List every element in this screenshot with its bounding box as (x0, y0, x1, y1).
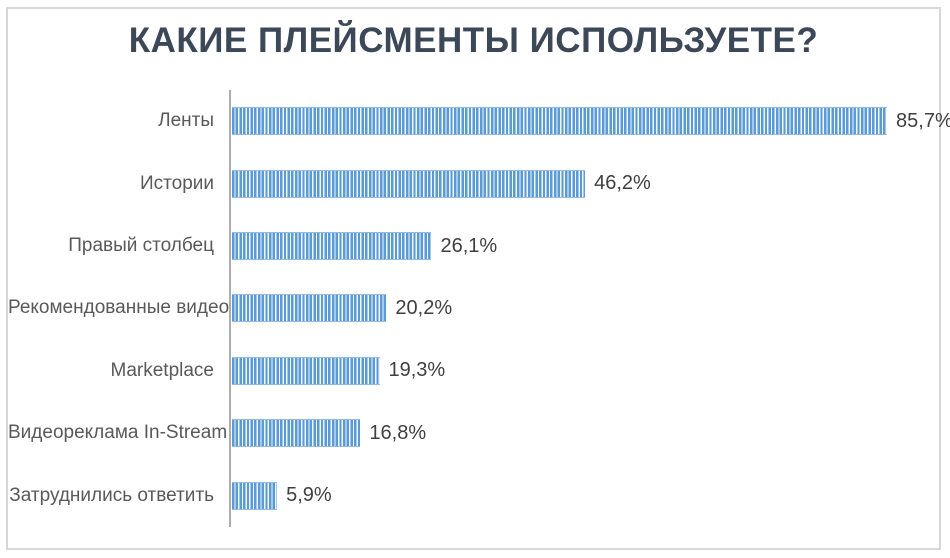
bar-zone: 5,9% (232, 481, 939, 510)
bar (232, 107, 888, 136)
bar-row: Рекомендованные видео 20,2% (8, 277, 939, 339)
bar (232, 294, 387, 323)
category-label: Рекомендованные видео (8, 297, 230, 319)
value-label: 20,2% (395, 296, 453, 319)
value-label: 26,1% (440, 234, 498, 257)
bar-row: Правый столбец 26,1% (8, 215, 939, 277)
bar (232, 419, 361, 448)
bar-row: Затруднились ответить 5,9% (8, 465, 939, 527)
category-label: Ленты (158, 110, 214, 132)
category-label: Затруднились ответить (9, 484, 214, 506)
bar-row: Видеореклама In-Stream 16,8% (8, 402, 939, 464)
chart-title: КАКИЕ ПЛЕЙСМЕНТЫ ИСПОЛЬЗУЕТЕ? (128, 21, 819, 60)
value-label: 46,2% (594, 172, 651, 195)
bar-zone: 46,2% (232, 169, 939, 198)
bar-row: Ленты 85,7% (8, 90, 950, 152)
bar-zone: 85,7% (232, 107, 950, 136)
category-label: Истории (139, 172, 214, 194)
category-label: Marketplace (110, 359, 215, 381)
bar-zone: 16,8% (232, 419, 939, 448)
bar (232, 169, 586, 198)
value-label: 16,8% (369, 421, 427, 444)
bar-zone: 19,3% (232, 356, 939, 385)
bar-row: Истории 46,2% (8, 152, 939, 214)
bar-row: Marketplace 19,3% (8, 340, 939, 402)
category-label: Видеореклама In-Stream (8, 422, 228, 444)
bar (232, 356, 380, 385)
bar (232, 232, 432, 261)
value-label: 85,7% (896, 109, 950, 132)
value-label: 5,9% (286, 484, 332, 507)
bar-zone: 20,2% (232, 294, 939, 323)
chart-frame: КАКИЕ ПЛЕЙСМЕНТЫ ИСПОЛЬЗУЕТЕ? Ленты 85,7… (6, 7, 950, 550)
value-label: 19,3% (388, 359, 446, 382)
bar-zone: 26,1% (232, 232, 939, 261)
bar (232, 481, 278, 510)
category-label: Правый столбец (68, 235, 214, 257)
y-axis-line (229, 90, 231, 527)
plot-area: Ленты 85,7% Истории 46,2% Правый столбец… (8, 90, 950, 527)
